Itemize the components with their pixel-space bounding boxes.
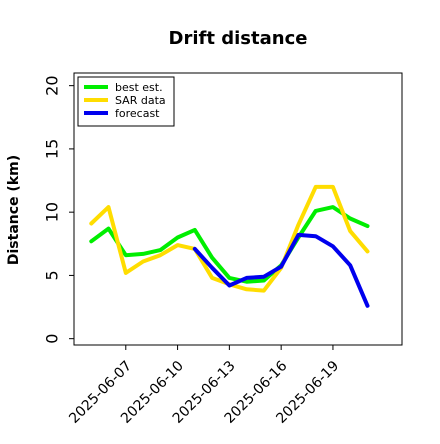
- y-tick-label: 15: [43, 139, 62, 159]
- y-axis-label: Distance (km): [6, 155, 22, 265]
- series-forecast: [192, 232, 370, 308]
- plot-frame: [73, 72, 403, 346]
- series-group: [89, 184, 370, 308]
- y-tick-label: 10: [43, 202, 62, 222]
- legend-label: SAR data: [115, 94, 166, 107]
- chart-title: Drift distance: [169, 28, 308, 49]
- y-tick-label: 0: [43, 334, 62, 344]
- y-tick-label: 5: [43, 270, 62, 280]
- y-tick-label: 20: [43, 75, 62, 95]
- legend-label: forecast: [115, 107, 160, 120]
- legend-label: best est.: [115, 81, 163, 94]
- series-line: [192, 232, 370, 308]
- series-line: [89, 205, 370, 284]
